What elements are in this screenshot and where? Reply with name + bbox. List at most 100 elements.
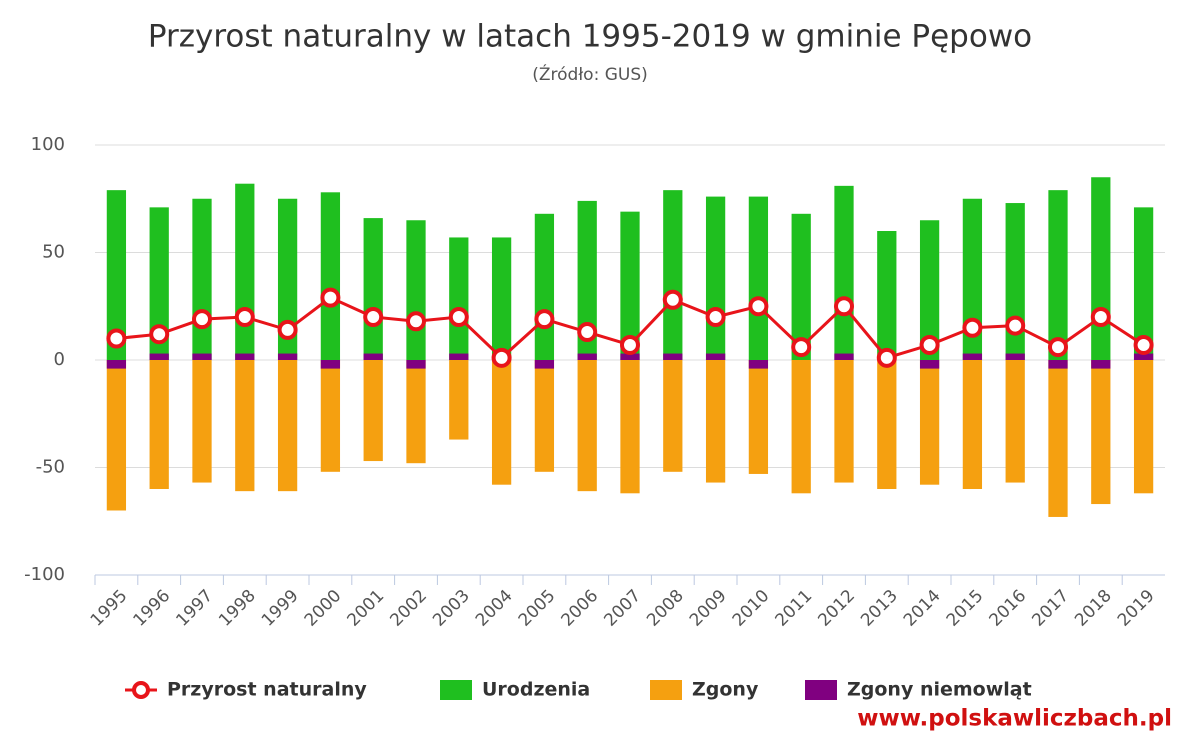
bar bbox=[1005, 360, 1025, 483]
line-point bbox=[149, 324, 170, 345]
x-tick-label: 1995 bbox=[87, 586, 132, 631]
legend-label: Zgony niemowląt bbox=[847, 679, 1032, 701]
bar bbox=[534, 213, 555, 360]
bar bbox=[449, 360, 469, 440]
x-tick-label: 2007 bbox=[600, 586, 645, 631]
bar bbox=[449, 353, 469, 360]
bar bbox=[106, 360, 127, 369]
bar bbox=[748, 360, 769, 369]
legend-label: Zgony bbox=[692, 679, 759, 701]
x-tick-label: 1998 bbox=[215, 586, 260, 631]
y-tick-label: 0 bbox=[54, 349, 65, 370]
bar bbox=[235, 353, 255, 360]
legend-swatch bbox=[650, 680, 682, 700]
bar bbox=[277, 353, 298, 360]
legend-swatch bbox=[805, 680, 837, 700]
bar bbox=[406, 220, 426, 360]
line-point bbox=[834, 296, 854, 317]
y-tick-label: -100 bbox=[24, 564, 65, 585]
bar bbox=[663, 353, 683, 360]
x-tick-label: 1996 bbox=[130, 586, 175, 631]
line-point bbox=[577, 322, 598, 343]
bar bbox=[192, 360, 212, 483]
bar bbox=[235, 183, 255, 360]
bar bbox=[277, 198, 298, 360]
chart-title: Przyrost naturalny w latach 1995-2019 w … bbox=[148, 19, 1032, 55]
x-tick-label: 1999 bbox=[258, 586, 303, 631]
x-tick-label: 2015 bbox=[943, 586, 988, 631]
line-point bbox=[662, 289, 683, 310]
bar bbox=[192, 353, 212, 360]
line-point bbox=[962, 317, 983, 338]
bar bbox=[577, 360, 597, 492]
x-tick-label: 1997 bbox=[172, 586, 217, 631]
x-tick-label: 2004 bbox=[472, 586, 517, 631]
legend-swatch bbox=[440, 680, 472, 700]
line-point bbox=[1133, 334, 1154, 355]
bar bbox=[106, 190, 127, 360]
bar bbox=[363, 360, 383, 462]
line-point bbox=[192, 309, 212, 330]
bar bbox=[106, 360, 127, 511]
x-tick-label: 2010 bbox=[729, 586, 774, 631]
bar bbox=[1133, 353, 1154, 360]
bar bbox=[962, 353, 983, 360]
bar bbox=[1091, 360, 1111, 369]
bar bbox=[363, 353, 383, 360]
bar bbox=[149, 207, 169, 360]
bar bbox=[534, 360, 555, 472]
bar bbox=[663, 190, 683, 360]
x-tick-label: 2012 bbox=[814, 586, 859, 631]
bar bbox=[620, 353, 640, 360]
bar bbox=[363, 218, 383, 360]
line-point bbox=[406, 311, 426, 332]
bar bbox=[449, 237, 469, 360]
bar bbox=[1133, 360, 1154, 494]
y-tick-label: -50 bbox=[36, 457, 65, 478]
bar bbox=[919, 220, 940, 360]
x-tick-label: 2002 bbox=[386, 586, 431, 631]
x-tick-label: 2009 bbox=[686, 586, 731, 631]
line-point bbox=[705, 307, 726, 327]
bar bbox=[748, 196, 769, 360]
bar bbox=[534, 360, 555, 369]
line-point bbox=[919, 334, 940, 355]
x-tick-label: 2014 bbox=[900, 586, 945, 631]
line-point bbox=[876, 347, 897, 368]
watermark: www.polskawliczbach.pl bbox=[857, 706, 1172, 732]
line-point bbox=[534, 309, 555, 330]
x-tick-label: 2000 bbox=[301, 586, 346, 631]
x-tick-label: 2005 bbox=[515, 586, 560, 631]
line-point bbox=[620, 334, 640, 355]
bar bbox=[919, 360, 940, 485]
bar bbox=[577, 200, 597, 360]
bar bbox=[962, 360, 983, 489]
legend-label: Urodzenia bbox=[482, 679, 590, 701]
x-tick-label: 2019 bbox=[1114, 586, 1159, 631]
bar bbox=[834, 353, 854, 360]
line-point bbox=[1048, 337, 1068, 358]
y-tick-label: 100 bbox=[31, 134, 65, 155]
x-tick-label: 2008 bbox=[643, 586, 688, 631]
bar bbox=[1091, 360, 1111, 505]
bar bbox=[1048, 190, 1068, 360]
line-point bbox=[791, 337, 812, 358]
line-point bbox=[363, 307, 384, 327]
line-point bbox=[234, 307, 255, 327]
x-tick-label: 2018 bbox=[1071, 586, 1116, 631]
line-point bbox=[491, 347, 512, 368]
x-tick-label: 2017 bbox=[1028, 586, 1073, 631]
bar bbox=[1048, 360, 1068, 369]
bar bbox=[320, 192, 341, 360]
bar bbox=[277, 360, 298, 492]
line-point bbox=[106, 328, 127, 349]
bar bbox=[834, 185, 854, 360]
bar bbox=[406, 360, 426, 369]
bar bbox=[705, 360, 726, 483]
bar bbox=[406, 360, 426, 464]
bar bbox=[705, 353, 726, 360]
bar bbox=[491, 360, 512, 485]
bar bbox=[791, 360, 811, 494]
bar bbox=[320, 360, 341, 472]
x-tick-label: 2011 bbox=[772, 586, 817, 631]
